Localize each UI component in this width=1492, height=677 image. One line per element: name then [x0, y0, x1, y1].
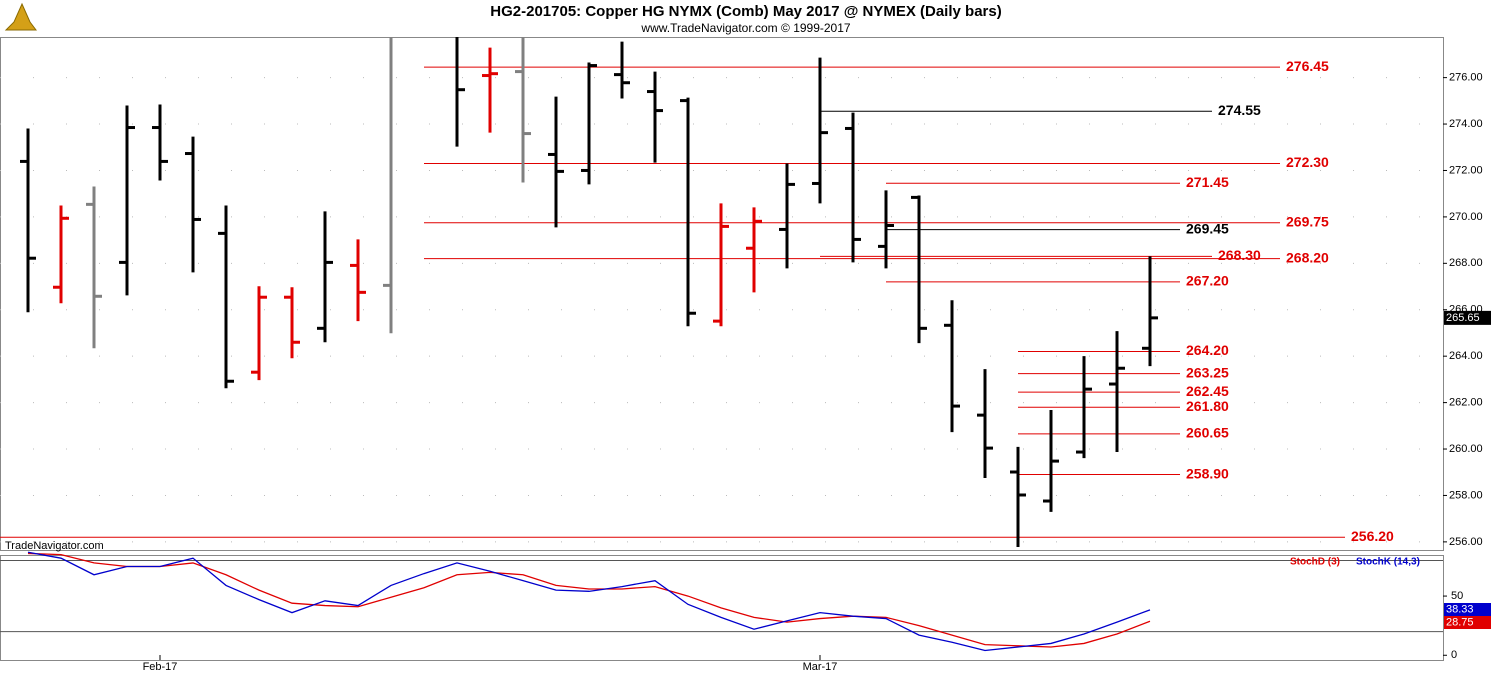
- level-label: 269.75: [1286, 213, 1329, 229]
- y-tick-label: 272.00: [1449, 164, 1483, 176]
- y-tick-label: 50: [1451, 590, 1463, 602]
- y-tick-label: 276.00: [1449, 72, 1483, 84]
- legend-entry: StochD (3): [1290, 557, 1340, 568]
- x-tick-label: Feb-17: [143, 661, 178, 673]
- stoch-line: [27, 551, 1151, 652]
- logo: [4, 2, 37, 31]
- level-label: 262.45: [1186, 383, 1229, 399]
- level-label: 267.20: [1186, 273, 1229, 289]
- last-value-box: [1444, 603, 1491, 616]
- stoch-frame: [0, 555, 1444, 661]
- watermark: TradeNavigator.com: [5, 540, 104, 552]
- last-price-box: [1444, 310, 1491, 325]
- y-tick-label: 268.00: [1449, 257, 1483, 269]
- level-label: 263.25: [1186, 364, 1229, 380]
- y-tick-label: 256.00: [1449, 536, 1483, 548]
- level-label: 268.30: [1218, 247, 1261, 263]
- legend-entry: StochK (14,3): [1356, 557, 1420, 568]
- y-tick-label: 264.00: [1449, 350, 1483, 362]
- level-label: 276.45: [1286, 58, 1329, 74]
- price-plot: [0, 37, 1443, 547]
- level-label: 264.20: [1186, 342, 1229, 358]
- last-price-label: 265.65: [1446, 312, 1480, 324]
- x-tick-label: Mar-17: [803, 661, 838, 673]
- level-label: 268.20: [1286, 249, 1329, 265]
- level-label: 256.20: [1351, 528, 1394, 544]
- level-label: 269.45: [1186, 220, 1229, 236]
- level-label: 258.90: [1186, 465, 1229, 481]
- level-label: 271.45: [1186, 174, 1229, 190]
- level-label: 261.80: [1186, 398, 1229, 414]
- last-value-label: 38.33: [1446, 603, 1474, 615]
- chart-subtitle: www.TradeNavigator.com © 1999-2017: [640, 21, 850, 35]
- last-value-box: [1444, 616, 1491, 629]
- stoch-line: [27, 552, 1151, 648]
- chart-title: HG2-201705: Copper HG NYMX (Comb) May 20…: [490, 3, 1001, 20]
- level-label: 274.55: [1218, 102, 1261, 118]
- level-label: 272.30: [1286, 154, 1329, 170]
- y-tick-label: 274.00: [1449, 118, 1483, 130]
- level-label: 260.65: [1186, 425, 1229, 441]
- y-tick-label: 270.00: [1449, 211, 1483, 223]
- y-tick-label: 262.00: [1449, 397, 1483, 409]
- main-frame: [0, 37, 1444, 551]
- y-tick-label: 0: [1451, 649, 1457, 661]
- y-tick-label: 260.00: [1449, 443, 1483, 455]
- y-tick-label: 258.00: [1449, 489, 1483, 501]
- last-value-label: 28.75: [1446, 616, 1474, 628]
